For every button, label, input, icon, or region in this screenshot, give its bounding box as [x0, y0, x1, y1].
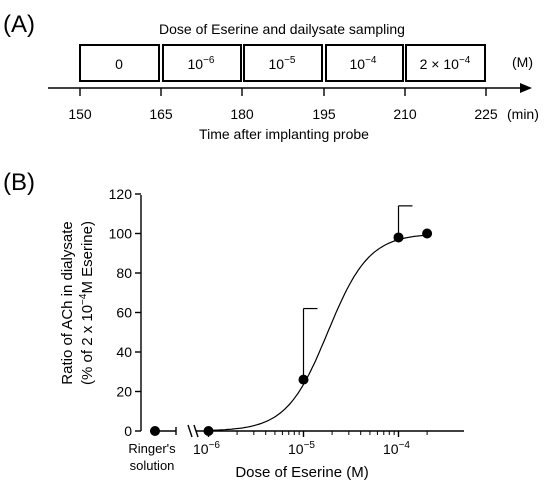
timeline-tick-label: 195 — [312, 106, 336, 122]
y-tick-label: 40 — [116, 344, 132, 360]
data-point — [203, 426, 214, 436]
timeline-tick-label: 150 — [68, 106, 92, 122]
ringer-label-line1: Ringer's — [128, 441, 176, 456]
y-axis-label-line1: Ratio of ACh in dialysate — [59, 221, 76, 384]
panel-b-label: (B) — [3, 169, 35, 196]
dose-label-2e-4: 2 × 10−4 — [420, 55, 471, 72]
timeline-tick-label: 165 — [149, 106, 173, 122]
dose-unit: (M) — [512, 54, 533, 70]
dose-label-0: 0 — [115, 56, 123, 72]
dose-box-0 — [79, 44, 160, 82]
y-tick-label: 0 — [124, 423, 132, 439]
dose-box-2e-4 — [405, 44, 486, 82]
timeline-arrowhead — [520, 83, 532, 93]
y-axis-label-line2: (% of 2 x 10−4M Eserine) — [78, 221, 96, 385]
timeline-unit: (min) — [507, 106, 539, 122]
panel-a-label: (A) — [3, 11, 35, 38]
dose-label-1e-5: 10−5 — [269, 55, 296, 72]
data-point — [422, 228, 433, 239]
panel-a-title: Dose of Eserine and dailysate sampling — [159, 21, 405, 37]
dose-box-1e-5 — [243, 44, 323, 82]
timeline-tick-label: 210 — [393, 106, 417, 122]
y-tick-label: 100 — [109, 226, 133, 242]
dose-box-1e-6 — [162, 44, 242, 82]
fit-curve — [208, 234, 428, 431]
x-tick-label: 10−4 — [383, 440, 410, 457]
data-point — [298, 374, 309, 385]
dose-label-1e-6: 10−6 — [188, 55, 215, 72]
timeline-tick-label: 225 — [474, 106, 498, 122]
dose-boxes: 0 10−6 10−5 10−4 2 × 10−4 — [79, 44, 486, 82]
data-point — [393, 232, 404, 243]
error-bars — [302, 205, 413, 380]
y-ticks: 0 20 40 60 80 100 120 — [109, 186, 141, 439]
timeline-xlabel: Time after implanting probe — [199, 126, 369, 142]
timeline-axis: 150 165 180 195 210 225 (min) Time after… — [48, 83, 539, 142]
axis-break-mark — [193, 424, 199, 438]
x-axis-label: Dose of Eserine (M) — [235, 464, 368, 481]
x-ticks: 10−6 10−5 10−4 — [193, 431, 428, 457]
dose-box-1e-4 — [325, 44, 404, 82]
data-points — [203, 228, 433, 436]
y-tick-label: 80 — [116, 265, 132, 281]
x-tick-label: 10−6 — [193, 440, 220, 457]
y-tick-label: 60 — [116, 305, 132, 321]
x-tick-label: 10−5 — [288, 440, 315, 457]
ringer-label-line2: solution — [130, 458, 175, 473]
y-tick-label: 120 — [109, 186, 133, 202]
ringer-data-point — [150, 426, 160, 436]
timeline-tick-label: 180 — [230, 106, 254, 122]
dose-label-1e-4: 10−4 — [350, 55, 377, 72]
axis-break-mark — [187, 424, 193, 438]
y-tick-label: 20 — [116, 384, 132, 400]
